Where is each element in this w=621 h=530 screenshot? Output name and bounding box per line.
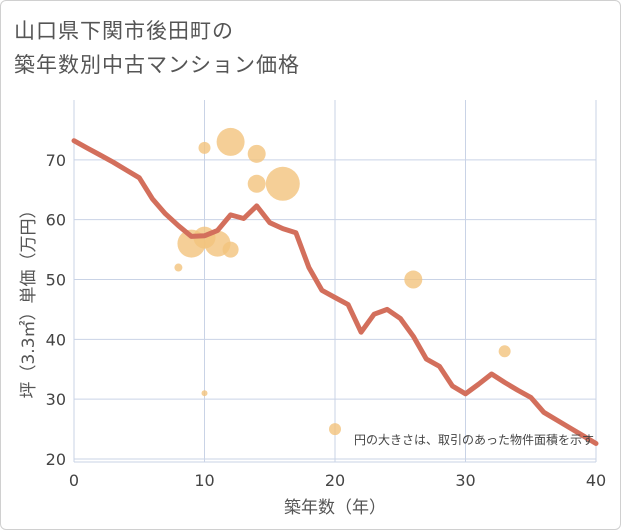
data-bubble (174, 263, 183, 272)
y-tick-label: 30 (46, 390, 66, 409)
data-bubble (247, 174, 266, 193)
y-tick-label: 70 (46, 151, 66, 170)
x-tick-label: 10 (194, 471, 214, 490)
data-bubble (198, 141, 211, 154)
data-bubble (498, 345, 511, 358)
x-tick-label: 20 (325, 471, 345, 490)
y-tick-label: 60 (46, 211, 66, 230)
data-bubble (404, 270, 423, 289)
price-trend-line (71, 138, 599, 446)
tick-labels: 0 10 20 30 40 20 30 40 50 60 70 (46, 151, 607, 490)
chart-title-line-2: 築年数別中古マンション価格 (14, 53, 300, 77)
chart-title-line-1: 山口県下関市後田町の (14, 19, 234, 43)
bubble-size-note: 円の大きさは、取引のあった物件面積を示す (354, 432, 594, 447)
grid-lines (73, 100, 597, 463)
x-axis-label: 築年数（年） (284, 498, 386, 518)
y-tick-label: 40 (46, 330, 66, 349)
chart-title: 山口県下関市後田町の 築年数別中古マンション価格 (14, 14, 300, 82)
x-tick-label: 0 (69, 471, 79, 490)
x-tick-label: 30 (455, 471, 475, 490)
data-bubble (329, 423, 341, 436)
data-bubble (222, 241, 239, 258)
y-axis-label: 坪（3.3㎡）単価（万円） (19, 201, 39, 398)
y-tick-label: 50 (46, 271, 66, 290)
y-tick-label: 20 (46, 450, 66, 469)
bubble-series (174, 127, 511, 436)
x-tick-label: 40 (586, 471, 606, 490)
data-bubble (247, 144, 266, 163)
data-bubble (201, 390, 208, 397)
data-bubble (216, 127, 245, 156)
data-bubble (265, 166, 300, 201)
